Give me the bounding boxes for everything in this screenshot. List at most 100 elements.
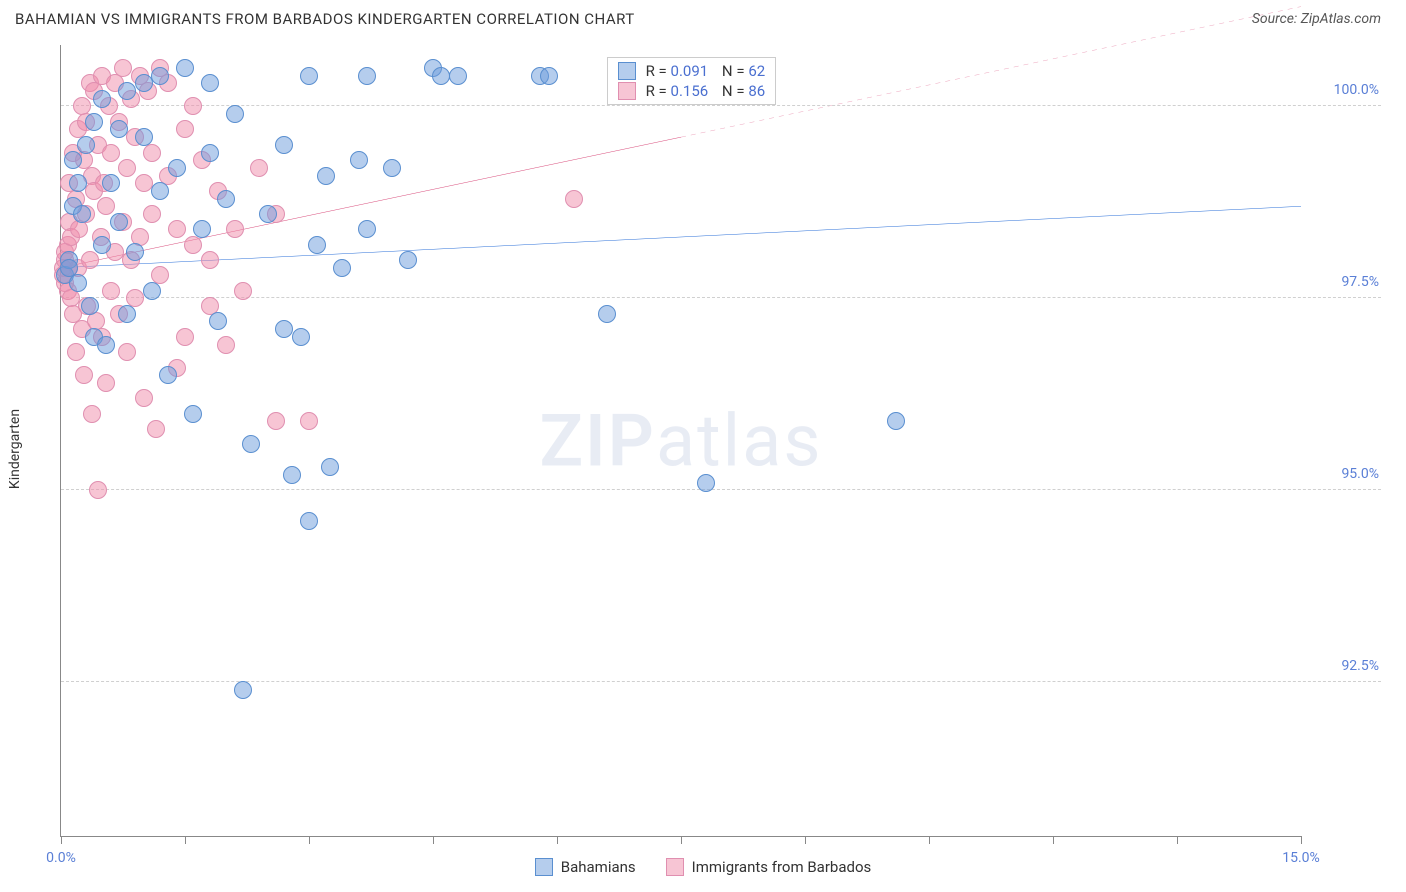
- x-tick: [1301, 836, 1302, 844]
- data-point: [143, 205, 161, 223]
- data-point: [321, 458, 339, 476]
- data-point: [292, 328, 310, 346]
- legend-swatch-bahamians: [535, 858, 553, 876]
- data-point: [234, 282, 252, 300]
- legend-label: Immigrants from Barbados: [692, 858, 872, 876]
- data-point: [118, 343, 136, 361]
- data-point: [176, 59, 194, 77]
- data-point: [383, 159, 401, 177]
- chart-title: BAHAMIAN VS IMMIGRANTS FROM BARBADOS KIN…: [15, 10, 635, 28]
- data-point: [697, 474, 715, 492]
- gridline: [61, 105, 1381, 106]
- data-point: [64, 151, 82, 169]
- gridline: [61, 489, 1381, 490]
- data-point: [83, 405, 101, 423]
- data-point: [81, 251, 99, 269]
- data-point: [300, 67, 318, 85]
- data-point: [135, 128, 153, 146]
- x-tick: [1177, 836, 1178, 844]
- data-point: [449, 67, 467, 85]
- data-point: [102, 174, 120, 192]
- data-point: [147, 420, 165, 438]
- data-point: [176, 120, 194, 138]
- data-point: [317, 167, 335, 185]
- data-point: [358, 67, 376, 85]
- y-tick-label: 100.0%: [1309, 82, 1379, 98]
- data-point: [184, 97, 202, 115]
- legend-item-bahamians: Bahamians: [535, 858, 636, 876]
- data-point: [135, 174, 153, 192]
- chart-source: Source: ZipAtlas.com: [1252, 11, 1381, 27]
- data-point: [358, 220, 376, 238]
- data-point: [234, 681, 252, 699]
- data-point: [89, 481, 107, 499]
- data-point: [77, 136, 95, 154]
- data-point: [201, 144, 219, 162]
- x-tick: [309, 836, 310, 844]
- data-point: [333, 259, 351, 277]
- swatch-barbados: [618, 82, 636, 100]
- data-point: [250, 159, 268, 177]
- x-tick: [433, 836, 434, 844]
- stats-row-bahamians: R = 0.091 N = 62: [618, 62, 766, 80]
- data-point: [97, 374, 115, 392]
- data-point: [201, 74, 219, 92]
- data-point: [118, 159, 136, 177]
- chart-header: BAHAMIAN VS IMMIGRANTS FROM BARBADOS KIN…: [0, 0, 1406, 38]
- y-axis-label: Kindergarten: [7, 409, 23, 489]
- data-point: [217, 336, 235, 354]
- data-point: [300, 412, 318, 430]
- data-point: [67, 343, 85, 361]
- data-point: [114, 59, 132, 77]
- watermark: ZIPatlas: [539, 398, 822, 483]
- data-point: [151, 67, 169, 85]
- legend: Bahamians Immigrants from Barbados: [0, 858, 1406, 876]
- legend-swatch-barbados: [666, 858, 684, 876]
- gridline: [61, 681, 1381, 682]
- data-point: [226, 105, 244, 123]
- x-tick: [805, 836, 806, 844]
- data-point: [126, 243, 144, 261]
- data-point: [102, 144, 120, 162]
- data-point: [97, 336, 115, 354]
- data-point: [151, 182, 169, 200]
- data-point: [176, 328, 194, 346]
- x-tick: [185, 836, 186, 844]
- data-point: [184, 236, 202, 254]
- data-point: [93, 236, 111, 254]
- data-point: [135, 389, 153, 407]
- data-point: [168, 220, 186, 238]
- data-point: [399, 251, 417, 269]
- data-point: [259, 205, 277, 223]
- data-point: [217, 190, 235, 208]
- data-point: [598, 305, 616, 323]
- data-point: [565, 190, 583, 208]
- legend-label: Bahamians: [561, 858, 636, 876]
- data-point: [118, 82, 136, 100]
- legend-item-barbados: Immigrants from Barbados: [666, 858, 872, 876]
- data-point: [102, 282, 120, 300]
- x-tick: [557, 836, 558, 844]
- data-point: [110, 213, 128, 231]
- x-tick: [1053, 836, 1054, 844]
- data-point: [97, 197, 115, 215]
- data-point: [110, 120, 128, 138]
- data-point: [168, 159, 186, 177]
- data-point: [283, 466, 301, 484]
- x-tick: [61, 836, 62, 844]
- data-point: [887, 412, 905, 430]
- data-point: [308, 236, 326, 254]
- data-point: [118, 305, 136, 323]
- data-point: [143, 144, 161, 162]
- x-tick: [929, 836, 930, 844]
- data-point: [81, 297, 99, 315]
- data-point: [159, 366, 177, 384]
- plot-area: ZIPatlas R = 0.091 N = 62 R = 0.156 N = …: [60, 45, 1301, 837]
- data-point: [201, 251, 219, 269]
- data-point: [209, 312, 227, 330]
- data-point: [267, 412, 285, 430]
- data-point: [70, 220, 88, 238]
- data-point: [135, 74, 153, 92]
- data-point: [432, 67, 450, 85]
- data-point: [184, 405, 202, 423]
